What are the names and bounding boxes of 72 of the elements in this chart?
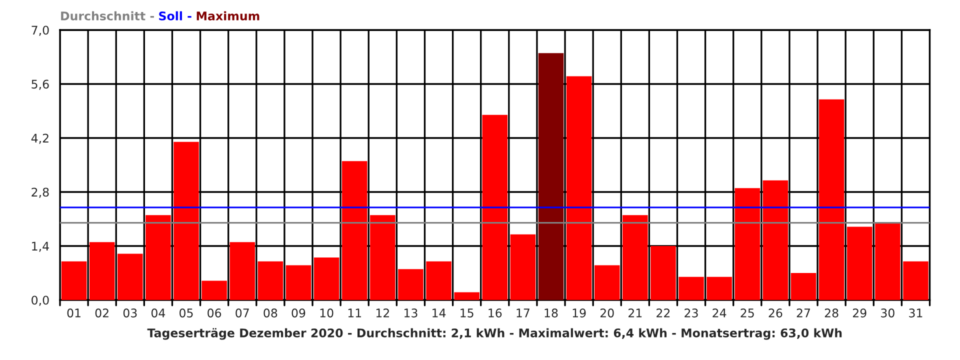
- y-tick-label: 2,8: [32, 188, 49, 198]
- x-axis-title: Tageserträge Dezember 2020 - Durchschnitt: 2,1 kWh - Maximalwert: 6,4 kWh - Monatsertrag: 63,0 kWh: [147, 328, 842, 340]
- bar: [678, 276, 704, 300]
- x-tick-label: 29: [852, 308, 866, 318]
- x-tick-label: 28: [824, 308, 838, 318]
- bar: [538, 53, 564, 300]
- x-tick-label: 07: [236, 308, 249, 318]
- x-tick-label: 31: [909, 308, 922, 318]
- y-tick-label: 4,2: [31, 134, 48, 144]
- x-tick-label: 22: [656, 308, 670, 318]
- x-tick-label: 12: [376, 308, 389, 318]
- bar: [398, 269, 424, 300]
- bar: [622, 215, 648, 300]
- bar: [790, 272, 816, 300]
- x-tick-label: 06: [208, 308, 222, 318]
- x-tick-label: 03: [123, 308, 137, 318]
- bar: [762, 180, 788, 300]
- bar: [118, 254, 143, 300]
- bar: [370, 215, 396, 300]
- x-tick-label: 08: [264, 308, 278, 318]
- x-tick-label: 15: [460, 308, 474, 318]
- bar: [342, 161, 368, 300]
- x-tick-label: 16: [488, 308, 502, 318]
- x-tick-label: 01: [67, 308, 80, 318]
- y-tick-label: 7,0: [32, 26, 49, 36]
- bar: [818, 99, 844, 300]
- x-tick-label: 02: [95, 308, 108, 318]
- bar: [706, 276, 732, 300]
- bar: [594, 265, 620, 300]
- bar: [230, 242, 255, 300]
- x-tick-label: 19: [572, 308, 586, 318]
- x-tick-label: 25: [740, 308, 754, 318]
- bar: [734, 188, 760, 300]
- x-tick-label: 24: [712, 308, 726, 318]
- x-tick-label: 05: [180, 308, 193, 318]
- y-tick-label: 1,4: [32, 242, 49, 252]
- bar: [454, 292, 480, 300]
- bar: [426, 261, 452, 300]
- x-tick-label: 20: [600, 308, 614, 318]
- ref-line-label: Durchschnitt -: [61, 11, 154, 20]
- bar: [482, 114, 508, 300]
- x-tick-label: 13: [404, 308, 418, 318]
- bar: [875, 222, 900, 300]
- x-tick-label: 14: [432, 308, 446, 318]
- text: Maximum: [196, 11, 260, 20]
- bar: [258, 261, 284, 300]
- x-tick-label: 23: [684, 308, 698, 318]
- ref-line-label: Soll -: [159, 11, 192, 20]
- bar: [314, 258, 340, 300]
- bar: [903, 261, 928, 300]
- x-tick-label: 11: [348, 308, 362, 318]
- bar: [174, 142, 199, 300]
- bar: [566, 76, 592, 300]
- x-tick-label: 17: [516, 308, 530, 318]
- x-tick-label: 18: [544, 308, 558, 318]
- bar: [202, 280, 227, 300]
- bar: [89, 242, 115, 300]
- bar: [510, 234, 536, 300]
- bar: [846, 226, 872, 300]
- x-tick-label: 10: [320, 308, 334, 318]
- bar: [61, 261, 87, 300]
- x-tick-label: 09: [292, 308, 306, 318]
- y-tick-label: 0,0: [32, 296, 49, 306]
- x-tick-label: 04: [151, 308, 166, 318]
- x-tick-label: 26: [768, 308, 782, 318]
- x-tick-label: 30: [881, 308, 894, 318]
- x-tick-label: 21: [628, 308, 642, 318]
- bar: [650, 246, 676, 300]
- bar: [146, 215, 171, 300]
- bar: [286, 265, 312, 300]
- y-tick-label: 5,6: [32, 80, 49, 90]
- x-tick-label: 27: [796, 308, 810, 318]
